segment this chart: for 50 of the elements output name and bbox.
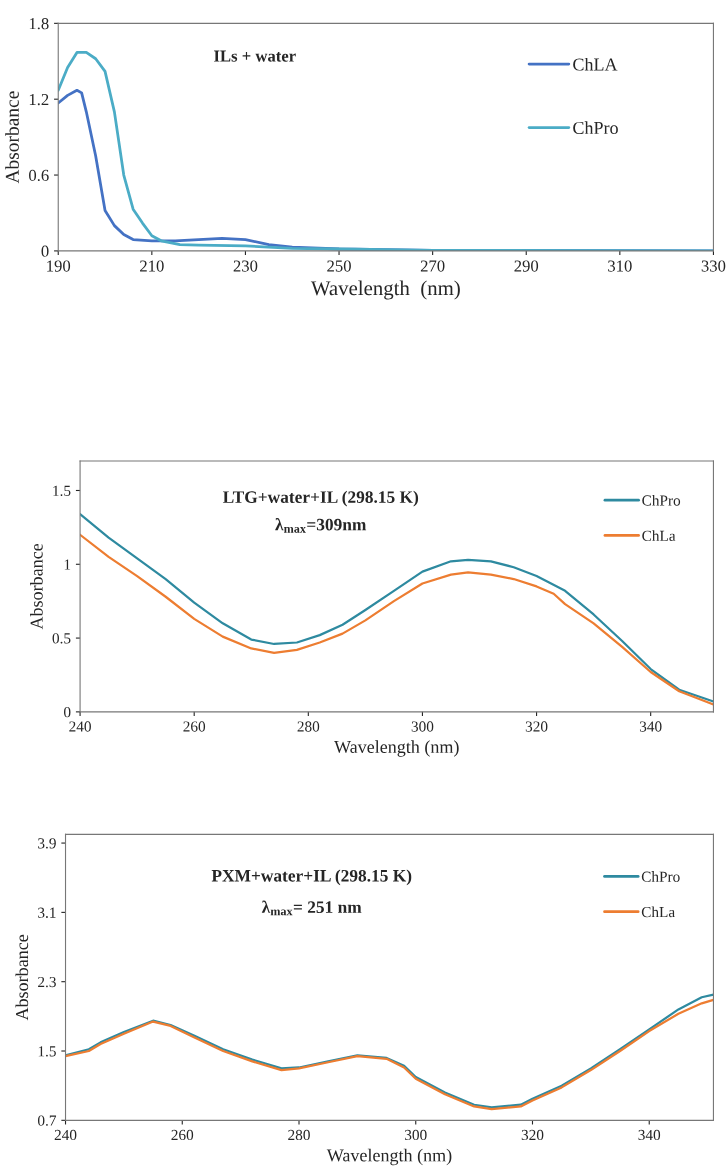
x-tick-label: 210 — [140, 260, 164, 272]
legend-label: ChPro — [642, 494, 681, 506]
x-tick-label: 230 — [233, 260, 258, 272]
x-tick-label: 340 — [638, 1129, 661, 1141]
x-tick-label: 340 — [639, 721, 662, 732]
x-tick-label: 280 — [297, 721, 320, 732]
x-axis-title: Wavelength (nm) — [310, 280, 460, 300]
x-tick-label: 260 — [183, 721, 206, 732]
x-axis-title: Wavelength (nm) — [334, 740, 459, 757]
y-tick-label: 1 — [64, 559, 71, 570]
y-tick-label: 1.5 — [38, 1046, 56, 1057]
x-tick-label: 260 — [171, 1129, 194, 1141]
legend-label: ChPro — [641, 871, 680, 882]
x-tick-label: 240 — [54, 1129, 77, 1141]
x-tick-label: 300 — [411, 721, 434, 732]
x-tick-label: 330 — [701, 260, 726, 272]
y-tick-label: 3.9 — [38, 838, 56, 849]
y-axis-title: Absorbance — [15, 934, 29, 1021]
legend-label: ChLa — [642, 530, 676, 541]
y-axis-title: Absorbance — [5, 91, 19, 184]
legend-label: ChLA — [573, 57, 618, 71]
x-tick-label: 270 — [420, 260, 445, 272]
y-tick-label: 1.2 — [29, 93, 49, 106]
text: LTG+water+IL (298.15 K) — [222, 490, 419, 507]
x-tick-label: 320 — [521, 1129, 544, 1141]
y-tick-label: 2.3 — [38, 976, 56, 988]
x-tick-label: 250 — [327, 260, 351, 272]
x-tick-label: 300 — [405, 1129, 427, 1141]
x-tick-label: 190 — [47, 260, 71, 272]
text: PXM+water+IL (298.15 K) — [211, 869, 412, 886]
x-tick-label: 280 — [288, 1129, 310, 1141]
legend-label: ChLa — [641, 906, 675, 918]
x-tick-label: 290 — [514, 260, 539, 272]
x-tick-label: 320 — [525, 721, 548, 732]
text: λ$_{max}$= 251 nm — [261, 900, 362, 916]
y-tick-label: 1.8 — [29, 18, 49, 30]
y-tick-label: 0 — [41, 245, 49, 257]
legend-label: ChPro — [573, 121, 618, 135]
x-tick-label: 310 — [608, 260, 632, 272]
y-tick-label: 3.1 — [38, 907, 56, 918]
y-tick-label: 0.7 — [37, 1115, 57, 1126]
x-axis-title: Wavelength (nm) — [326, 1148, 452, 1166]
text: ILs + water — [214, 50, 296, 62]
y-tick-label: 0.5 — [52, 633, 71, 644]
y-tick-label: 0 — [64, 707, 71, 718]
y-tick-label: 0.6 — [29, 169, 49, 182]
x-tick-label: 240 — [69, 721, 91, 732]
text: λ$_{max}$=309nm — [275, 518, 367, 533]
y-tick-label: 1.5 — [53, 485, 71, 496]
y-axis-title: Absorbance — [30, 543, 43, 630]
